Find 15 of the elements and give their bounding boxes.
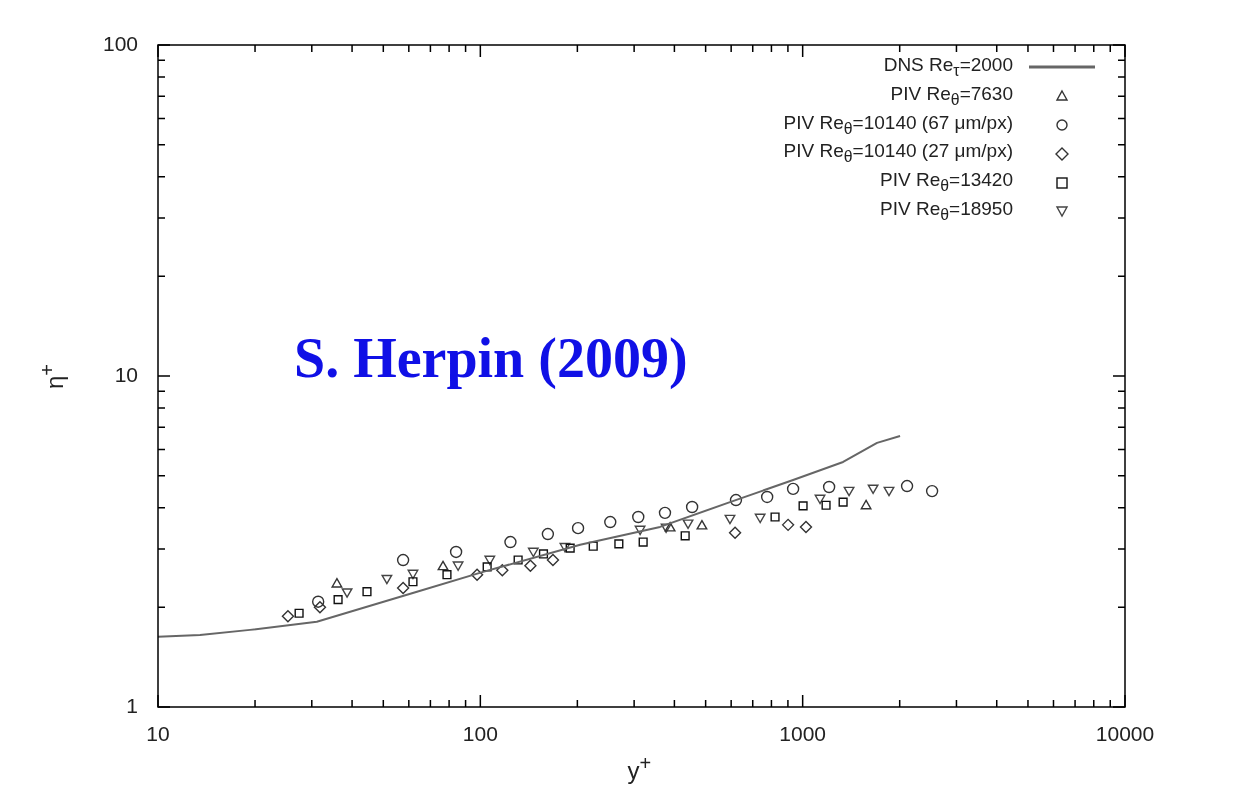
legend-label: PIV Re$_{θ}$=10140 (27 μm/px) bbox=[783, 139, 1013, 168]
y-tick-label: 100 bbox=[102, 31, 138, 55]
y-tick-label: 10 bbox=[114, 362, 138, 386]
legend-label: PIV Re$_{θ}$=7630 bbox=[890, 81, 1013, 110]
x-tick-label: 10 bbox=[146, 722, 170, 746]
legend-label: PIV Re$_{θ}$=18950 bbox=[880, 197, 1013, 225]
annotation: S. Herpin (2009) bbox=[294, 326, 688, 390]
x-tick-label: 1000 bbox=[779, 722, 827, 746]
x-tick-label: 10000 bbox=[1095, 722, 1155, 746]
y-tick-label: 1 bbox=[126, 693, 138, 717]
legend-label: PIV Re$_{θ}$=13420 bbox=[880, 168, 1013, 196]
legend-label: DNS Re$_{τ}$=2000 bbox=[883, 53, 1013, 81]
legend-label: PIV Re$_{θ}$=10140 (67 μm/px) bbox=[783, 110, 1013, 139]
x-axis-title: y$^{+}$ bbox=[627, 752, 652, 785]
x-tick-label: 100 bbox=[462, 722, 498, 746]
